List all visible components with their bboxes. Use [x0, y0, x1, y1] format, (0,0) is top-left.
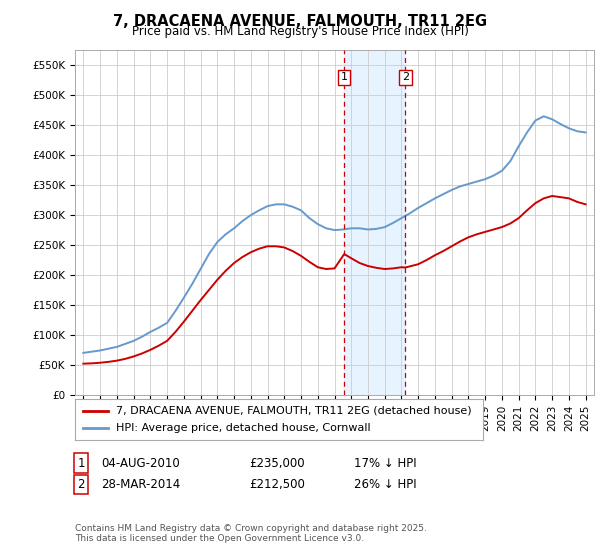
Text: 1: 1 — [77, 456, 85, 470]
Text: 17% ↓ HPI: 17% ↓ HPI — [354, 456, 416, 470]
Bar — [344, 50, 406, 395]
Text: 2: 2 — [402, 72, 409, 82]
Text: Price paid vs. HM Land Registry's House Price Index (HPI): Price paid vs. HM Land Registry's House … — [131, 25, 469, 38]
Text: £235,000: £235,000 — [249, 456, 305, 470]
Text: 7, DRACAENA AVENUE, FALMOUTH, TR11 2EG: 7, DRACAENA AVENUE, FALMOUTH, TR11 2EG — [113, 14, 487, 29]
Text: 04-AUG-2010: 04-AUG-2010 — [101, 456, 179, 470]
Text: 2: 2 — [77, 478, 85, 491]
Text: HPI: Average price, detached house, Cornwall: HPI: Average price, detached house, Corn… — [116, 423, 370, 433]
Text: 26% ↓ HPI: 26% ↓ HPI — [354, 478, 416, 491]
Text: 1: 1 — [341, 72, 348, 82]
Text: £212,500: £212,500 — [249, 478, 305, 491]
Text: Contains HM Land Registry data © Crown copyright and database right 2025.
This d: Contains HM Land Registry data © Crown c… — [75, 524, 427, 543]
Text: 28-MAR-2014: 28-MAR-2014 — [101, 478, 180, 491]
Text: 7, DRACAENA AVENUE, FALMOUTH, TR11 2EG (detached house): 7, DRACAENA AVENUE, FALMOUTH, TR11 2EG (… — [116, 405, 472, 416]
